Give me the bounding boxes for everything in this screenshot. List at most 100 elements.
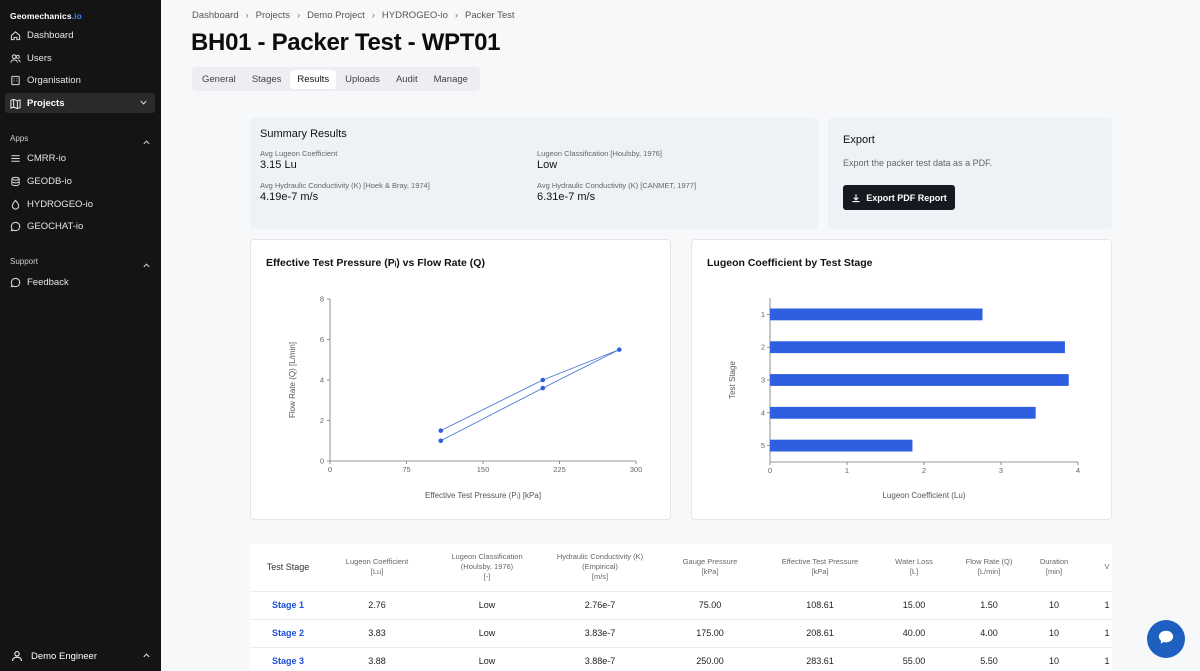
breadcrumb-separator-icon: › xyxy=(296,10,301,21)
column-header-line: Test Stage xyxy=(266,562,310,573)
tab-general[interactable]: General xyxy=(202,73,236,85)
data-point xyxy=(616,347,622,352)
tab-audit[interactable]: Audit xyxy=(395,73,418,85)
y-axis-label: Flow Rate (Q) [L/min] xyxy=(288,342,297,418)
export-title: Export xyxy=(843,134,875,146)
column-header: V xyxy=(1084,544,1112,591)
tab-manage[interactable]: Manage xyxy=(433,73,468,85)
y-tick-label: 2 xyxy=(761,343,765,352)
column-header: Effective Test Pressure [kPa] xyxy=(766,544,874,591)
avg-lugeon-value: 3.15 Lu xyxy=(260,159,297,171)
column-header: Lugeon Classification (Houlsby, 1976) [-] xyxy=(428,544,546,591)
column-header-line: Water Loss xyxy=(895,557,933,567)
table-cell: 5.50 xyxy=(954,646,1024,671)
chevron-up-icon[interactable] xyxy=(142,134,151,152)
user-menu[interactable]: Demo Engineer xyxy=(10,648,151,664)
data-point xyxy=(540,377,546,383)
y-tick-label: 1 xyxy=(761,310,765,319)
table-cell: 40.00 xyxy=(874,618,954,647)
x-tick-label: 0 xyxy=(768,466,772,475)
table-cell: 2.76 xyxy=(326,590,428,619)
column-header: Hydraulic Conductivity (K) (Empirical) [m/… xyxy=(546,544,654,591)
support-section-label: Support xyxy=(10,257,39,266)
stage-link[interactable]: Stage 2 xyxy=(250,618,326,647)
x-tick-label: 150 xyxy=(477,465,490,474)
breadcrumb-separator-icon: › xyxy=(371,10,375,21)
sidebar-item-label: HYDROGEO-io xyxy=(27,198,93,210)
table-cell: 1 xyxy=(1084,590,1112,619)
table-cell: 4.00 xyxy=(954,618,1024,647)
bar xyxy=(770,374,1069,386)
table-cell: 208.61 xyxy=(766,618,874,647)
breadcrumb-item[interactable]: Dashboard xyxy=(192,10,239,21)
y-tick-label: 4 xyxy=(761,408,765,417)
brand-logo[interactable]: Geomechanics.io xyxy=(10,11,82,21)
export-description: Export the packer test data as a PDF. xyxy=(843,158,993,168)
classification-value: Low xyxy=(537,159,558,171)
x-tick-label: 4 xyxy=(1076,466,1080,475)
sidebar-item-label: Feedback xyxy=(27,276,69,288)
feedback-icon xyxy=(10,277,21,288)
k-hoek-value: 4.19e-7 m/s xyxy=(260,191,319,203)
chat-launcher-button[interactable] xyxy=(1147,620,1185,658)
chart-title: Effective Test Pressure (Pᵢ) vs Flow Rat… xyxy=(266,257,485,269)
stage-link[interactable]: Stage 1 xyxy=(250,590,326,619)
sidebar: Geomechanics.io Dashboard Users Organisa… xyxy=(0,0,161,671)
sidebar-item-projects[interactable]: Projects xyxy=(5,93,155,113)
sidebar-item-users[interactable]: Users xyxy=(5,48,155,68)
sidebar-item-organisation[interactable]: Organisation xyxy=(5,70,155,90)
breadcrumb-item[interactable]: Projects xyxy=(255,10,290,21)
table-cell: 3.88e-7 xyxy=(546,646,654,671)
breadcrumb-item[interactable]: Demo Project xyxy=(307,10,365,21)
column-header-line: V xyxy=(1104,562,1110,572)
tab-results[interactable]: Results xyxy=(290,69,337,89)
sidebar-item-feedback[interactable]: Feedback xyxy=(5,272,155,292)
column-header-line: [-] xyxy=(483,572,491,582)
stages-table: Test Stage Lugeon Coefficient [Lu] Lugeon C… xyxy=(250,544,1112,671)
chevron-down-icon xyxy=(139,98,148,110)
sidebar-item-geodb[interactable]: GEODB-io xyxy=(5,171,155,191)
chevron-up-icon[interactable] xyxy=(142,257,151,275)
chevron-up-icon xyxy=(142,651,151,663)
table-cell: 1 xyxy=(1084,618,1112,647)
bar xyxy=(770,406,1036,419)
breadcrumb-item[interactable]: HYDROGEO-io xyxy=(381,10,448,21)
page-title: BH01 - Packer Test - WPT01 xyxy=(191,29,501,56)
export-card: Export Export the packer test data as a … xyxy=(828,118,1112,229)
column-header: Lugeon Coefficient [Lu] xyxy=(326,544,428,591)
table-cell: 10 xyxy=(1024,618,1084,647)
column-header-line: [kPa] xyxy=(701,567,719,577)
apps-section-label: Apps xyxy=(10,134,29,143)
sidebar-item-hydrogeo[interactable]: HYDROGEO-io xyxy=(5,194,155,214)
summary-title: Summary Results xyxy=(260,128,347,140)
pressure-flow-chart: 0 75 150 225 300 0 2 4 6 8 Effective Test Pressure… xyxy=(288,295,642,501)
lugeon-bar-chart-card: Lugeon Coefficient by Test Stage 0 1 2 3 4 1 2… xyxy=(691,239,1112,520)
data-point xyxy=(540,385,546,391)
sidebar-item-cmrr[interactable]: CMRR-io xyxy=(5,148,155,168)
sidebar-item-dashboard[interactable]: Dashboard xyxy=(5,25,155,45)
database-icon xyxy=(10,176,21,187)
export-pdf-button[interactable]: Export PDF Report xyxy=(843,185,955,210)
sidebar-item-geochat[interactable]: GEOCHAT-io xyxy=(5,216,155,236)
tab-uploads[interactable]: Uploads xyxy=(345,73,380,85)
export-button-label: Export PDF Report xyxy=(866,192,947,203)
sidebar-item-label: Users xyxy=(27,52,52,64)
tab-stages[interactable]: Stages xyxy=(251,73,282,85)
sidebar-item-label: Projects xyxy=(27,97,65,109)
y-tick-label: 8 xyxy=(320,295,324,304)
x-tick-label: 225 xyxy=(553,465,566,474)
table-cell: 2.76e-7 xyxy=(546,590,654,619)
table-cell: 250.00 xyxy=(654,646,766,671)
y-tick-label: 4 xyxy=(320,376,324,385)
k-hoek-label: Avg Hydraulic Conductivity (K) [Hoek & B… xyxy=(260,181,430,190)
bar xyxy=(770,341,1065,354)
table-cell: 15.00 xyxy=(874,590,954,619)
stage-link[interactable]: Stage 3 xyxy=(250,646,326,671)
table-cell: Low xyxy=(428,646,546,671)
table-cell: 3.83e-7 xyxy=(546,618,654,647)
sidebar-item-label: GEOCHAT-io xyxy=(27,220,84,232)
x-tick-label: 75 xyxy=(402,465,410,474)
table-cell: 108.61 xyxy=(766,590,874,619)
table-cell: 10 xyxy=(1024,646,1084,671)
data-point xyxy=(438,438,444,444)
